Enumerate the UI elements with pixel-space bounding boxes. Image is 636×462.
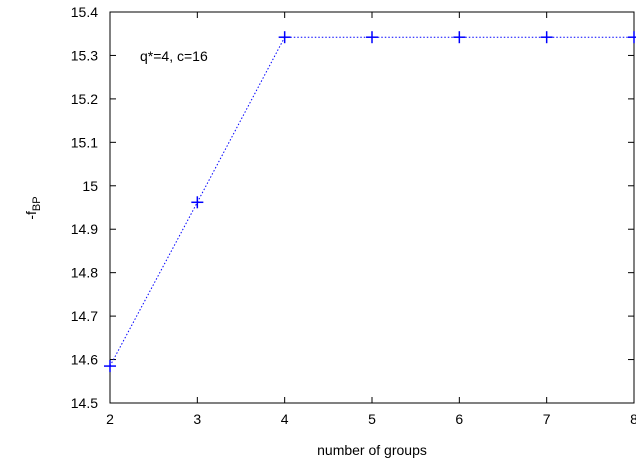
ticks bbox=[109, 11, 635, 404]
x-tick-label: 5 bbox=[368, 411, 376, 427]
y-tick-label: 15.4 bbox=[71, 4, 98, 20]
data-point-marker bbox=[540, 31, 553, 44]
y-tick-label: 15.1 bbox=[71, 134, 98, 150]
annotation-label: q*=4, c=16 bbox=[140, 48, 208, 64]
series-line bbox=[109, 36, 634, 367]
x-tick-label: 2 bbox=[106, 411, 114, 427]
series-layer bbox=[104, 31, 636, 373]
plot-frame bbox=[109, 11, 635, 404]
data-point-marker bbox=[104, 360, 116, 373]
x-tick-label: 7 bbox=[543, 411, 551, 427]
x-tick-label: 4 bbox=[281, 411, 289, 427]
y-tick-label: 14.7 bbox=[71, 308, 98, 324]
x-tick-label: 3 bbox=[193, 411, 201, 427]
y-axis-title-main: -f bbox=[23, 211, 39, 220]
y-tick-label: 15.3 bbox=[71, 47, 98, 63]
y-tick-label: 14.8 bbox=[71, 265, 98, 281]
data-point-marker bbox=[628, 31, 636, 44]
y-tick-label: 14.5 bbox=[71, 395, 98, 411]
svg-text:-fBP: -fBP bbox=[23, 196, 43, 219]
x-axis-title: number of groups bbox=[317, 442, 427, 458]
y-axis-title-sub: BP bbox=[31, 196, 43, 211]
data-point-marker bbox=[278, 31, 291, 44]
y-tick-label: 15.2 bbox=[71, 91, 98, 107]
data-point-marker bbox=[366, 31, 378, 44]
data-point-marker bbox=[453, 31, 466, 44]
data-point-marker bbox=[191, 196, 204, 209]
x-tick-label: 8 bbox=[630, 411, 636, 427]
y-tick-label: 15 bbox=[82, 178, 98, 194]
y-axis-title: -fBP bbox=[23, 196, 43, 219]
x-tick-label: 6 bbox=[455, 411, 463, 427]
y-tick-label: 14.9 bbox=[71, 221, 98, 237]
tick-labels: 14.5 14.6 14.7 14.8 14.9 15 15.1 15.2 15.3 15.4 2 3… bbox=[71, 4, 636, 427]
y-tick-label: 14.6 bbox=[71, 352, 98, 368]
